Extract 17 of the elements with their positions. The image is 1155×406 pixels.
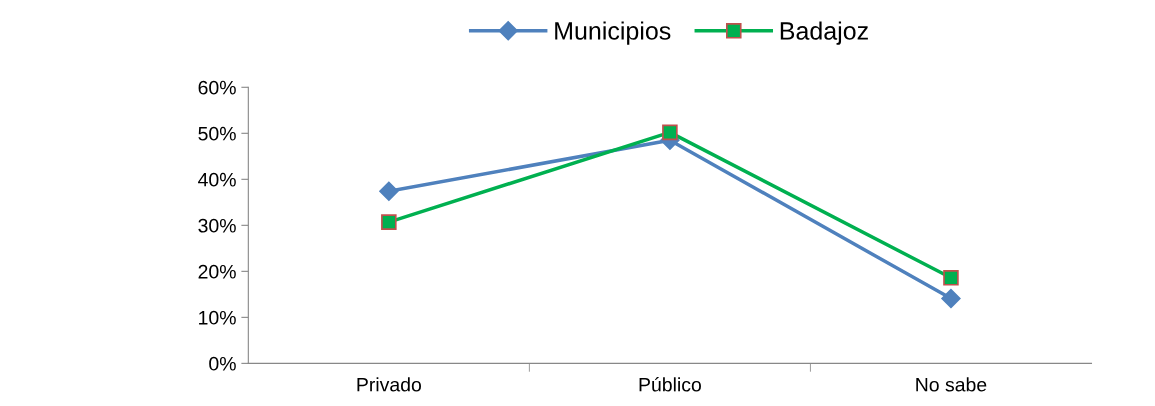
point: [941, 288, 961, 309]
point: [943, 270, 959, 286]
y-tick-label: 30%: [198, 218, 236, 233]
point: [381, 214, 397, 230]
y-tick-label: 40%: [198, 172, 236, 187]
y-tick-label: 50%: [198, 126, 236, 141]
y-tick-label: 60%: [198, 80, 236, 95]
x-tick-label: Privado: [357, 377, 421, 392]
legend-label: Municipios: [555, 21, 671, 45]
y-tick-label: 0%: [209, 356, 236, 371]
x-tick-label: No sabe: [916, 377, 987, 392]
legend-label: Badajoz: [780, 21, 868, 45]
point: [379, 181, 399, 201]
y-tick-label: 10%: [199, 310, 236, 325]
point: [662, 124, 678, 141]
y-tick-label: 20%: [198, 264, 236, 279]
x-tick-label: Público: [639, 377, 701, 392]
